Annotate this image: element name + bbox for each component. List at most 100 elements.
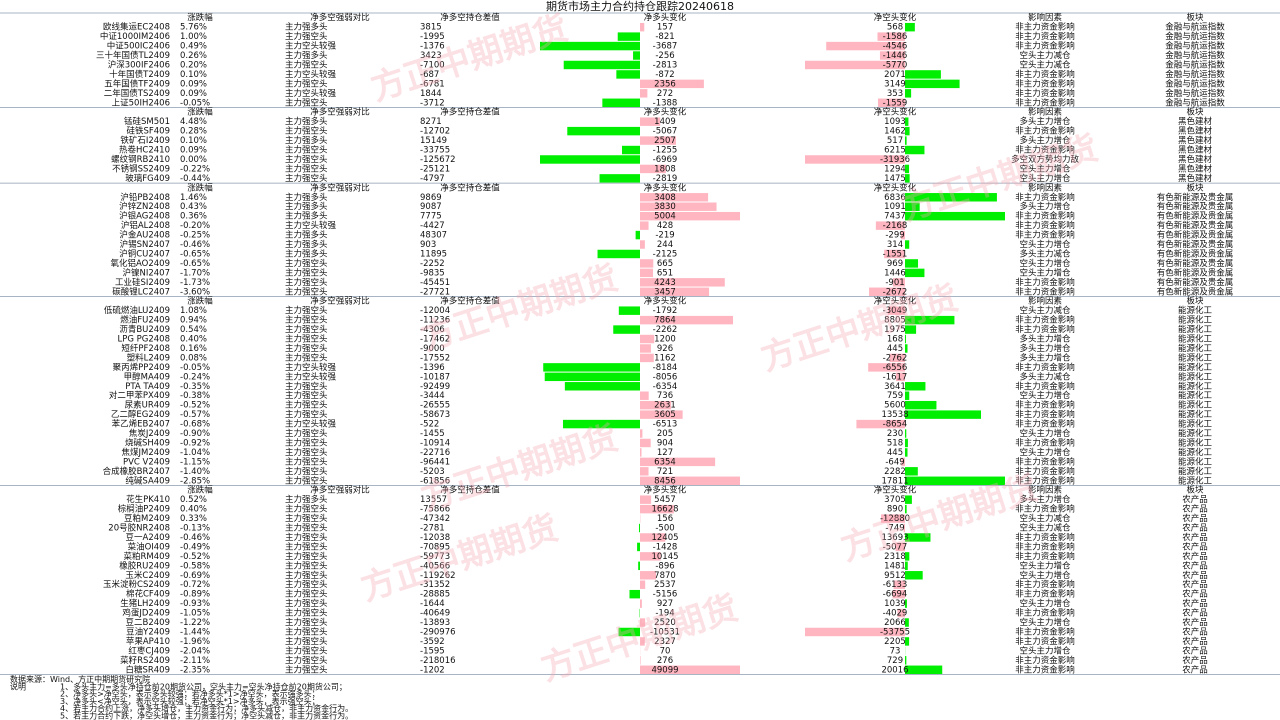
strength: 主力空头较强 bbox=[285, 362, 337, 373]
long-change: 1409 bbox=[654, 117, 676, 127]
net-diff: -92499 bbox=[420, 382, 450, 392]
contract-name: 燃油FU2409 bbox=[120, 315, 170, 326]
long-change-bar bbox=[543, 363, 640, 372]
factor: 非主力资金影响 bbox=[1015, 22, 1075, 33]
strength: 主力强空头 bbox=[285, 400, 328, 411]
long-change-bar bbox=[640, 193, 709, 202]
long-change-bar bbox=[640, 495, 652, 504]
contract-name: 棉花CF409 bbox=[126, 589, 170, 600]
price-change: -1.15% bbox=[180, 457, 210, 467]
contract-name: 不锈钢SS2409 bbox=[112, 163, 170, 174]
price-change: 0.26% bbox=[180, 51, 207, 61]
factor: 非主力资金影响 bbox=[1015, 664, 1075, 675]
short-change-bar bbox=[893, 580, 905, 589]
long-change: 3457 bbox=[654, 287, 676, 297]
contract-name: 烧碱SH409 bbox=[125, 437, 170, 448]
factor: 多头主力增仓 bbox=[1019, 116, 1071, 127]
strength: 主力强空头 bbox=[285, 626, 328, 637]
short-change: 1446 bbox=[884, 268, 906, 278]
sector: 金融与航运指数 bbox=[1165, 22, 1225, 33]
sector: 金融与航运指数 bbox=[1165, 97, 1225, 108]
contract-name: 硅铁SF409 bbox=[126, 126, 170, 137]
column-header: 板块 bbox=[1186, 296, 1204, 307]
sector: 金融与航运指数 bbox=[1165, 41, 1225, 52]
long-change: 7864 bbox=[654, 316, 676, 326]
short-change-bar bbox=[905, 391, 910, 400]
strength: 主力强空头 bbox=[285, 31, 328, 42]
long-change-bar bbox=[599, 174, 640, 183]
price-change: -1.96% bbox=[180, 637, 210, 647]
price-change: 0.00% bbox=[180, 155, 207, 165]
long-change-bar bbox=[618, 306, 640, 315]
long-change: 7870 bbox=[654, 571, 676, 581]
short-change-bar bbox=[905, 400, 937, 410]
net-diff: -218016 bbox=[420, 656, 456, 666]
net-diff: 48307 bbox=[420, 231, 447, 241]
strength: 主力强空头 bbox=[285, 456, 328, 467]
long-change-bar bbox=[617, 32, 640, 41]
net-diff: -12038 bbox=[420, 533, 450, 543]
factor: 空头主力减仓 bbox=[1019, 523, 1071, 534]
contract-name: 玉米C2409 bbox=[125, 570, 170, 581]
long-change-bar bbox=[640, 259, 654, 268]
factor: 多头主力减仓 bbox=[1019, 248, 1071, 259]
short-change-bar bbox=[889, 353, 905, 363]
strength: 主力强空头 bbox=[285, 447, 328, 458]
price-change: -1.73% bbox=[180, 278, 210, 288]
column-header: 净多空强弱对比 bbox=[310, 107, 370, 118]
short-change: 890 bbox=[887, 505, 903, 515]
long-change: 272 bbox=[657, 89, 673, 99]
net-diff: -1995 bbox=[420, 32, 445, 42]
factor: 非主力资金影响 bbox=[1015, 286, 1075, 297]
sector: 农产品 bbox=[1182, 551, 1208, 562]
note-item: 3、净多头<净空头，表示空头较强；若净空头*1>净多头，表示强空头； bbox=[60, 696, 320, 706]
short-change-bar bbox=[805, 155, 905, 164]
short-change: 73 bbox=[890, 646, 901, 656]
factor: 空头主力增仓 bbox=[1019, 617, 1071, 628]
watermark: 方正中期期货 bbox=[756, 278, 962, 379]
factor: 非主力资金影响 bbox=[1015, 466, 1075, 477]
net-diff: -1396 bbox=[420, 363, 445, 373]
long-change: 6354 bbox=[654, 457, 676, 467]
long-change: 205 bbox=[657, 429, 673, 439]
net-diff: -4797 bbox=[420, 174, 445, 184]
long-change-bar bbox=[564, 382, 640, 391]
factor: 非主力资金影响 bbox=[1015, 419, 1075, 430]
column-header: 净多空持仓差值 bbox=[440, 296, 500, 307]
contract-name: PTA TA409 bbox=[125, 382, 170, 392]
short-change-bar bbox=[905, 174, 910, 183]
price-change: -1.04% bbox=[180, 448, 210, 458]
factor: 空头主力减仓 bbox=[1019, 59, 1071, 70]
contract-name: 玉米淀粉CS2409 bbox=[103, 579, 170, 590]
short-change-bar bbox=[877, 32, 905, 41]
factor: 非主力资金影响 bbox=[1015, 608, 1075, 619]
net-diff: -1644 bbox=[420, 599, 445, 609]
factor: 非主力资金影响 bbox=[1015, 456, 1075, 467]
column-header: 净空头变化 bbox=[874, 12, 917, 23]
contract-name: 菜籽RS2409 bbox=[120, 655, 170, 666]
long-change: 1200 bbox=[654, 335, 676, 345]
long-change-bar bbox=[640, 429, 643, 438]
strength: 主力强多头 bbox=[285, 494, 328, 505]
contract-name: 生猪LH2409 bbox=[120, 598, 170, 609]
short-change: 1462 bbox=[884, 127, 906, 137]
long-change-bar bbox=[618, 627, 640, 637]
short-change: 1294 bbox=[884, 164, 906, 174]
net-diff: -1376 bbox=[420, 42, 445, 52]
strength: 主力强空头 bbox=[285, 560, 328, 571]
long-change-bar bbox=[562, 419, 640, 429]
contract-name: 豆粕M2409 bbox=[124, 513, 170, 524]
strength: 主力强空头 bbox=[285, 352, 328, 363]
sector: 农产品 bbox=[1182, 513, 1208, 524]
contract-name: 聚丙烯PP2409 bbox=[113, 362, 170, 373]
long-change: -6513 bbox=[653, 420, 678, 430]
price-change: -1.05% bbox=[180, 609, 210, 619]
short-change-bar bbox=[905, 117, 909, 126]
long-change: -5067 bbox=[653, 127, 678, 137]
long-change-bar bbox=[563, 60, 640, 70]
short-change: 7437 bbox=[884, 212, 906, 222]
short-change-bar bbox=[905, 599, 907, 608]
strength: 主力强空头 bbox=[285, 570, 328, 581]
long-change: -1428 bbox=[653, 542, 678, 552]
short-change: -3049 bbox=[883, 306, 908, 316]
